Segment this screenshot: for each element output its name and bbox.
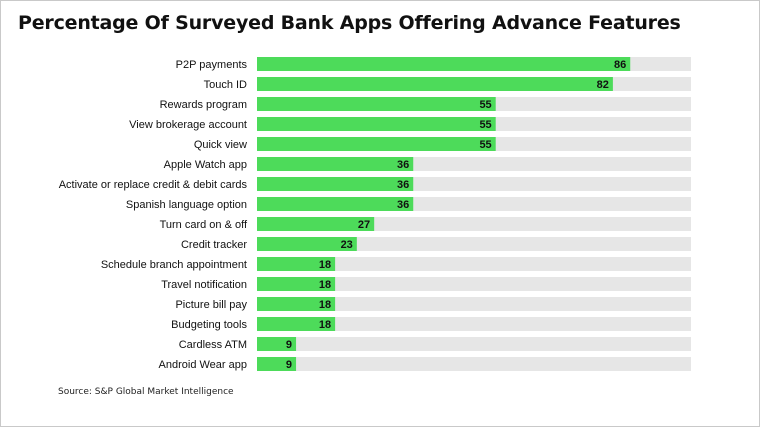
- bar-track-schedule-branch-appointment: [257, 257, 691, 271]
- value-label-android-wear-app: 9: [286, 359, 292, 371]
- category-label-activate-or-replace-credit-debit-cards: Activate or replace credit & debit cards: [59, 179, 248, 191]
- category-label-rewards-program: Rewards program: [160, 99, 247, 111]
- category-label-quick-view: Quick view: [194, 139, 247, 151]
- value-label-schedule-branch-appointment: 18: [319, 259, 331, 271]
- bar-quick-view: [257, 137, 496, 151]
- category-label-spanish-language-option: Spanish language option: [126, 199, 247, 211]
- value-label-travel-notification: 18: [319, 279, 331, 291]
- bar-cardless-atm: [257, 337, 297, 351]
- bar-view-brokerage-account: [257, 117, 496, 131]
- bar-track-travel-notification: [257, 277, 691, 291]
- value-label-view-brokerage-account: 55: [479, 119, 491, 131]
- category-label-budgeting-tools: Budgeting tools: [171, 319, 247, 331]
- value-label-budgeting-tools: 18: [319, 319, 331, 331]
- value-label-spanish-language-option: 36: [397, 199, 409, 211]
- bar-track-budgeting-tools: [257, 317, 691, 331]
- bar-track-cardless-atm: [257, 337, 691, 351]
- bar-android-wear-app: [257, 357, 297, 371]
- bar-touch-id: [257, 77, 613, 91]
- category-label-turn-card-on-off: Turn card on & off: [160, 219, 248, 231]
- category-label-travel-notification: Travel notification: [161, 279, 247, 291]
- value-label-rewards-program: 55: [479, 99, 491, 111]
- value-label-credit-tracker: 23: [341, 239, 353, 251]
- bar-schedule-branch-appointment: [257, 257, 336, 271]
- value-label-quick-view: 55: [479, 139, 491, 151]
- category-label-view-brokerage-account: View brokerage account: [129, 119, 247, 131]
- bar-activate-or-replace-credit-debit-cards: [257, 177, 414, 191]
- category-label-schedule-branch-appointment: Schedule branch appointment: [101, 259, 247, 271]
- bar-p2p-payments: [257, 57, 631, 71]
- bar-picture-bill-pay: [257, 297, 336, 311]
- bar-credit-tracker: [257, 237, 357, 251]
- value-label-picture-bill-pay: 18: [319, 299, 331, 311]
- category-label-cardless-atm: Cardless ATM: [179, 339, 247, 351]
- category-label-apple-watch-app: Apple Watch app: [164, 159, 247, 171]
- bar-apple-watch-app: [257, 157, 414, 171]
- value-label-p2p-payments: 86: [614, 59, 626, 71]
- category-label-credit-tracker: Credit tracker: [181, 239, 247, 251]
- category-label-picture-bill-pay: Picture bill pay: [175, 299, 247, 311]
- bar-turn-card-on-off: [257, 217, 375, 231]
- bar-track-picture-bill-pay: [257, 297, 691, 311]
- value-label-touch-id: 82: [597, 79, 609, 91]
- category-label-p2p-payments: P2P payments: [176, 59, 248, 71]
- bar-spanish-language-option: [257, 197, 414, 211]
- bar-rewards-program: [257, 97, 496, 111]
- bar-track-android-wear-app: [257, 357, 691, 371]
- bar-budgeting-tools: [257, 317, 336, 331]
- value-label-cardless-atm: 9: [286, 339, 292, 351]
- chart-title: Percentage Of Surveyed Bank Apps Offerin…: [18, 12, 681, 34]
- value-label-turn-card-on-off: 27: [358, 219, 370, 231]
- value-label-apple-watch-app: 36: [397, 159, 409, 171]
- value-label-activate-or-replace-credit-debit-cards: 36: [397, 179, 409, 191]
- source-note: Source: S&P Global Market Intelligence: [58, 387, 234, 397]
- bar-track-credit-tracker: [257, 237, 691, 251]
- bar-travel-notification: [257, 277, 336, 291]
- category-label-touch-id: Touch ID: [204, 79, 247, 91]
- category-label-android-wear-app: Android Wear app: [159, 359, 247, 371]
